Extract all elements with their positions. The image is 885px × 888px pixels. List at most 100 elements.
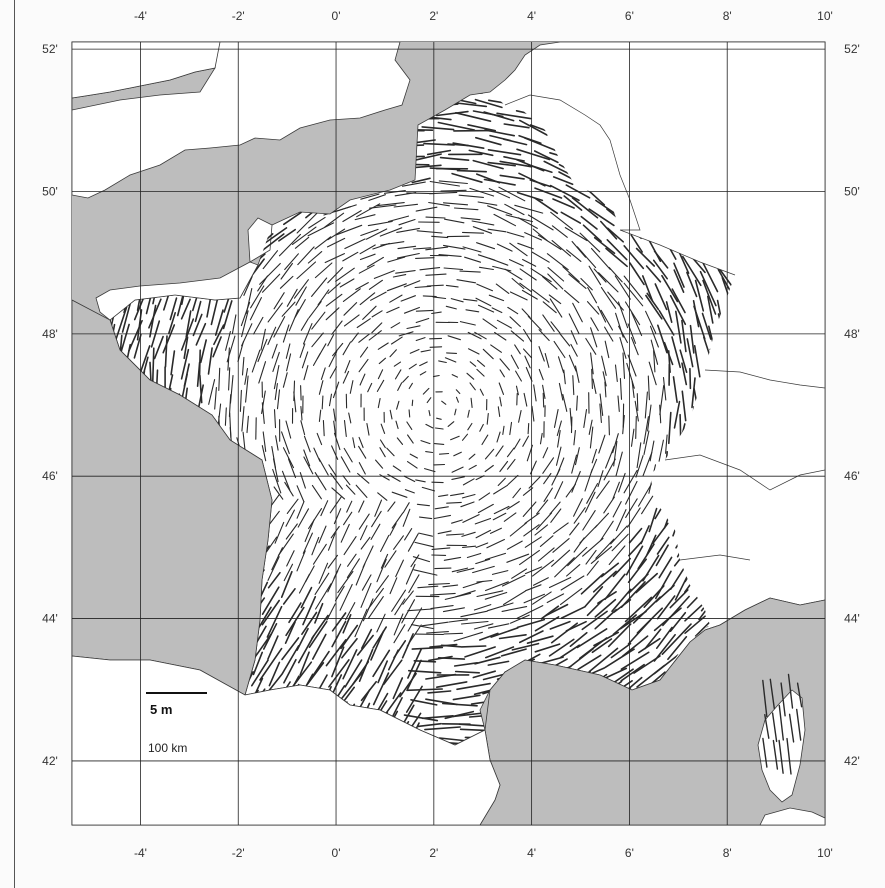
displacement-vector [375,459,384,469]
displacement-vector [461,493,476,499]
displacement-vector [640,525,650,545]
displacement-vector [308,301,322,319]
displacement-vector [542,457,555,474]
displacement-vector [417,585,439,589]
displacement-vector [483,178,516,186]
displacement-vector [368,330,382,341]
displacement-vector [379,439,386,449]
displacement-vector [490,344,502,353]
displacement-vector [293,279,309,299]
displacement-vector [592,570,617,593]
displacement-vector [287,458,297,479]
displacement-vector [359,292,376,306]
displacement-vector [540,605,560,620]
displacement-vector [635,247,656,267]
displacement-vector [359,253,376,261]
displacement-vector [456,169,488,173]
displacement-vector [653,607,682,632]
displacement-vector [194,300,202,323]
displacement-vector [465,309,480,313]
displacement-vector [477,201,498,206]
displacement-vector [460,610,488,618]
latitude-label: 46' [42,469,58,483]
displacement-vector [546,253,569,271]
displacement-vector [410,698,438,706]
displacement-vector [590,546,613,564]
displacement-vector [466,552,482,559]
displacement-vector [467,409,470,418]
displacement-vector [443,556,462,561]
displacement-vector [413,247,432,250]
displacement-vector [344,238,366,250]
displacement-vector [436,417,442,420]
displacement-vector [478,492,491,501]
displacement-vector [471,220,495,226]
displacement-vector [476,242,496,250]
displacement-vector [553,340,566,359]
displacement-vector [496,431,501,443]
displacement-vector [514,204,544,214]
displacement-vector [328,464,338,477]
displacement-vector [573,537,585,553]
displacement-vector [406,659,422,691]
displacement-vector [614,275,631,300]
displacement-vector [433,514,452,520]
displacement-vector [549,501,561,515]
displacement-vector [379,474,390,481]
displacement-vector [586,560,599,576]
displacement-vector [243,275,253,296]
displacement-vector [469,361,477,367]
displacement-vector [567,546,588,567]
displacement-vector [367,587,384,610]
displacement-vector [398,218,416,226]
displacement-vector [359,373,366,386]
displacement-vector [428,582,450,586]
displacement-vector [386,306,400,314]
displacement-vector [636,664,666,688]
displacement-vector [451,374,459,378]
displacement-vector [314,572,330,595]
displacement-vector [284,621,296,645]
displacement-vector [515,370,522,382]
displacement-vector [679,413,682,440]
displacement-vector [440,644,462,648]
displacement-vector [389,409,393,420]
displacement-vector [393,535,404,550]
displacement-vector [538,329,550,342]
displacement-vector [324,253,345,264]
displacement-vector [548,638,575,657]
displacement-vector [586,301,600,315]
displacement-vector [253,316,264,335]
displacement-vector [473,604,492,611]
displacement-vector [296,485,305,503]
longitude-label: -2' [232,9,245,23]
displacement-vector [180,298,191,320]
displacement-vector [661,274,679,303]
displacement-vector [331,487,346,500]
displacement-vector [366,256,384,268]
displacement-vector [583,409,588,428]
displacement-vector [614,364,618,383]
displacement-vector [496,112,532,120]
displacement-vector [345,602,356,621]
displacement-vector [279,275,294,289]
displacement-vector [384,550,397,568]
displacement-vector [393,624,406,644]
displacement-vector [395,559,404,578]
displacement-vector [387,473,401,482]
displacement-vector [681,390,687,422]
displacement-vector [451,466,464,473]
displacement-vector [283,658,297,684]
latitude-label: 52' [42,42,58,56]
displacement-vector [308,620,328,649]
displacement-vector [606,239,628,261]
displacement-vector [411,646,444,650]
displacement-vector [488,257,509,266]
displacement-vector [476,283,494,292]
displacement-vector [516,618,546,629]
displacement-vector [410,554,420,568]
displacement-vector [479,423,484,432]
displacement-vector [499,358,510,371]
displacement-vector [365,228,388,240]
displacement-vector [475,542,489,549]
